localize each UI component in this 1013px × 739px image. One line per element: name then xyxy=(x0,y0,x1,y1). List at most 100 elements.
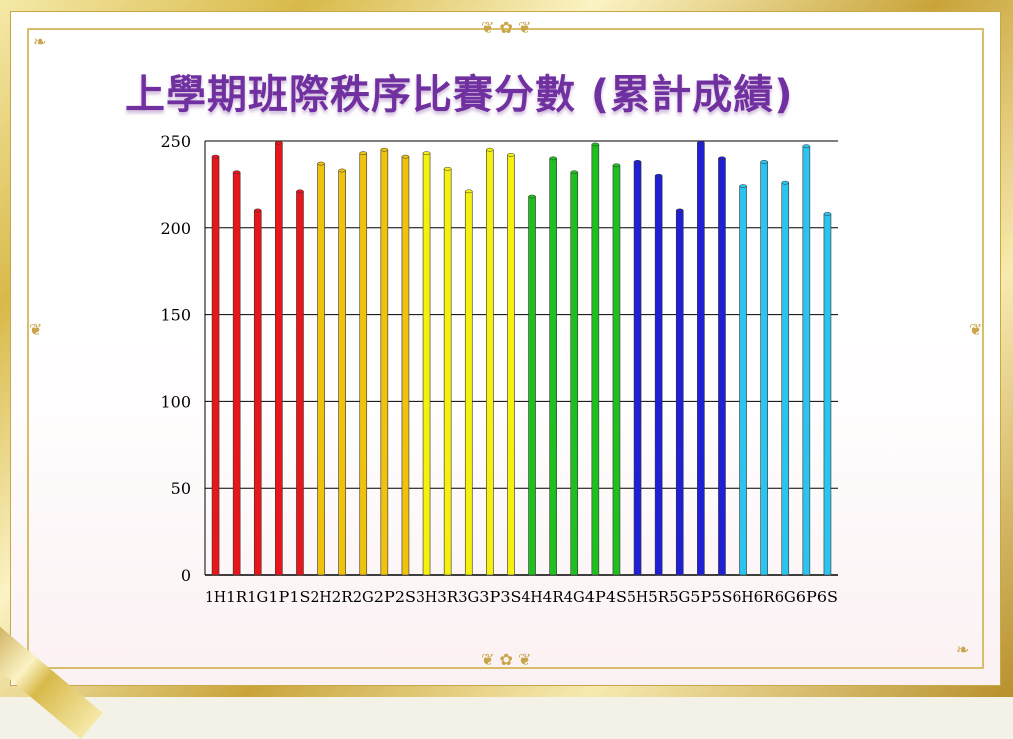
x-tick-label: 1S xyxy=(289,588,310,606)
y-tick-label: 50 xyxy=(171,479,191,498)
x-tick-label: 4P xyxy=(585,588,606,606)
bar-cap xyxy=(591,142,600,147)
chart-title: 上學期班際秩序比賽分數 (累計成績) xyxy=(125,72,794,118)
bar xyxy=(253,210,262,576)
bar xyxy=(802,145,811,576)
x-tick-label: 2G xyxy=(353,588,374,606)
bar-cap xyxy=(528,194,536,199)
bar-cap xyxy=(275,140,283,145)
bar-cap xyxy=(443,166,452,171)
x-tick-label: 2S xyxy=(395,588,416,606)
bar-cap xyxy=(781,180,789,185)
x-tick-label: 6G xyxy=(775,588,796,606)
bar-cap xyxy=(823,212,832,216)
flourish-corner-tl-icon: ❧ xyxy=(33,32,47,51)
bar xyxy=(443,168,452,576)
x-tick-label: 2H xyxy=(311,588,332,606)
bar-cap xyxy=(486,147,494,152)
bar-cap xyxy=(232,170,241,175)
bar-cap xyxy=(401,154,410,159)
bar xyxy=(549,158,557,576)
bar xyxy=(486,149,494,576)
bar-cap xyxy=(802,144,811,149)
bar-cap xyxy=(633,159,642,164)
x-tick-label: 3R xyxy=(437,588,459,606)
bar xyxy=(591,144,600,576)
bar xyxy=(528,196,536,576)
bar xyxy=(718,158,726,576)
x-tick-label: 5P xyxy=(690,588,711,606)
x-tick-label: 5G xyxy=(669,588,690,606)
bar xyxy=(633,161,642,576)
x-tick-label: 4G xyxy=(564,588,585,606)
x-tick-label: 4R xyxy=(543,588,565,606)
x-tick-label: 5R xyxy=(648,588,670,606)
bar-cap xyxy=(676,208,684,213)
flourish-left-icon: ❦ xyxy=(29,320,43,339)
bar xyxy=(697,142,705,576)
x-tick-label: 6S xyxy=(817,588,838,606)
x-tick-label: 1G xyxy=(247,588,268,606)
bar-cap xyxy=(697,140,705,145)
bar-cap xyxy=(739,184,747,188)
bar xyxy=(507,154,515,576)
bar xyxy=(275,142,283,576)
x-tick-label: 6R xyxy=(754,588,776,606)
bar xyxy=(823,213,832,576)
bar xyxy=(232,171,241,576)
x-tick-label: 6P xyxy=(796,588,817,606)
bar xyxy=(760,161,768,576)
bar-cap xyxy=(507,153,515,157)
x-tick-label: 1R xyxy=(226,588,248,606)
bar xyxy=(422,152,431,576)
bar xyxy=(380,149,389,576)
bar-cap xyxy=(296,189,304,194)
bar xyxy=(654,175,663,576)
bar-cap xyxy=(317,161,325,166)
x-tick-label: 3G xyxy=(458,588,479,606)
bar-cap xyxy=(254,208,262,213)
y-tick-label: 0 xyxy=(181,566,191,585)
y-tick-label: 150 xyxy=(160,306,191,325)
bar xyxy=(359,152,368,576)
flourish-corner-br-icon: ❧ xyxy=(956,640,970,659)
bar-cap xyxy=(211,154,220,159)
bar xyxy=(296,191,304,576)
x-tick-label: 3S xyxy=(500,588,521,606)
x-tick-label: 1H xyxy=(205,588,226,606)
y-tick-label: 200 xyxy=(160,219,191,238)
x-tick-label: 3P xyxy=(479,588,500,606)
x-tick-label: 5H xyxy=(627,588,648,606)
bar-cap xyxy=(422,151,431,156)
slide-panel: ❦ ✿ ❦ ❦ ✿ ❦ ❦ ❦ ❧ ❧ xyxy=(10,11,1001,686)
bar xyxy=(675,210,684,576)
bar xyxy=(612,165,621,576)
x-tick-label: 4H xyxy=(522,588,543,606)
bar-cap xyxy=(760,159,768,164)
bar xyxy=(781,182,790,576)
bar xyxy=(211,156,220,576)
bar xyxy=(464,191,473,576)
bar xyxy=(401,156,410,576)
x-tick-label: 3H xyxy=(416,588,437,606)
x-tick-label: 4S xyxy=(606,588,627,606)
bar-cap xyxy=(612,163,621,168)
flourish-bottom-icon: ❦ ✿ ❦ xyxy=(481,650,532,669)
bar-cap xyxy=(549,156,557,161)
flourish-top-icon: ❦ ✿ ❦ xyxy=(481,18,532,37)
x-tick-label: 6H xyxy=(733,588,754,606)
bar xyxy=(317,163,325,576)
bar-cap xyxy=(380,147,389,152)
flourish-right-icon: ❦ xyxy=(969,320,983,339)
x-tick-label: 1P xyxy=(268,588,289,606)
bar xyxy=(739,185,747,576)
bar-cap xyxy=(570,170,578,175)
x-tick-label: 2P xyxy=(374,588,395,606)
bar-cap xyxy=(359,151,367,156)
y-tick-label: 100 xyxy=(160,392,191,411)
x-tick-label: 5S xyxy=(711,588,732,606)
bar-cap xyxy=(465,189,473,194)
inner-border xyxy=(27,28,984,669)
